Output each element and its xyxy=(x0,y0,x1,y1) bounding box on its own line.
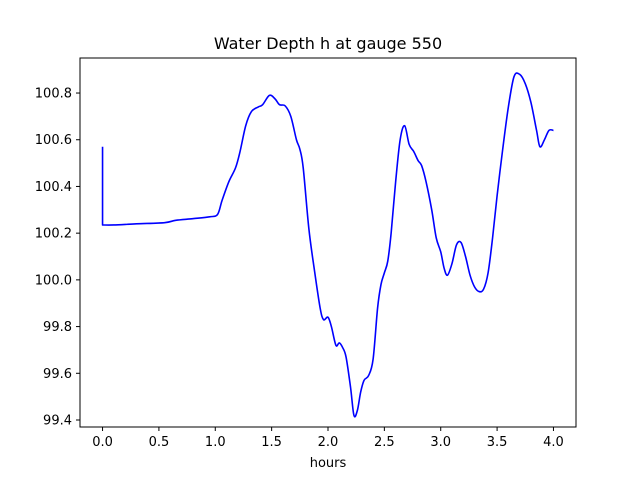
x-tick-label: 1.0 xyxy=(205,435,226,450)
x-tick-label: 0.5 xyxy=(149,435,170,450)
y-tick-label: 99.6 xyxy=(43,367,72,382)
chart-title: Water Depth h at gauge 550 xyxy=(214,34,442,53)
x-axis-label: hours xyxy=(310,456,347,471)
y-tick-label: 100.2 xyxy=(35,227,72,242)
x-tick-label: 1.5 xyxy=(261,435,282,450)
y-tick-label: 100.4 xyxy=(35,180,72,195)
series-line xyxy=(101,72,554,418)
x-tick-label: 4.0 xyxy=(543,435,564,450)
x-tick-label: 3.0 xyxy=(430,435,451,450)
y-tick-label: 99.4 xyxy=(43,413,72,428)
y-tick-label: 100.8 xyxy=(35,87,72,102)
x-tick-label: 2.5 xyxy=(374,435,395,450)
y-axis-ticks: 99.4 99.6 99.8 100.0 100.2 100.4 100.6 100.8 xyxy=(35,87,80,428)
x-axis-ticks: 0.0 0.5 1.0 1.5 2.0 2.5 3.0 3.5 4.0 xyxy=(92,427,564,450)
y-tick-label: 100.6 xyxy=(35,133,72,148)
x-tick-label: 3.5 xyxy=(487,435,508,450)
y-tick-label: 99.8 xyxy=(43,320,72,335)
x-tick-label: 0.0 xyxy=(92,435,113,450)
y-tick-label: 100.0 xyxy=(35,273,72,288)
plot-frame xyxy=(79,57,577,428)
x-tick-label: 2.0 xyxy=(318,435,339,450)
